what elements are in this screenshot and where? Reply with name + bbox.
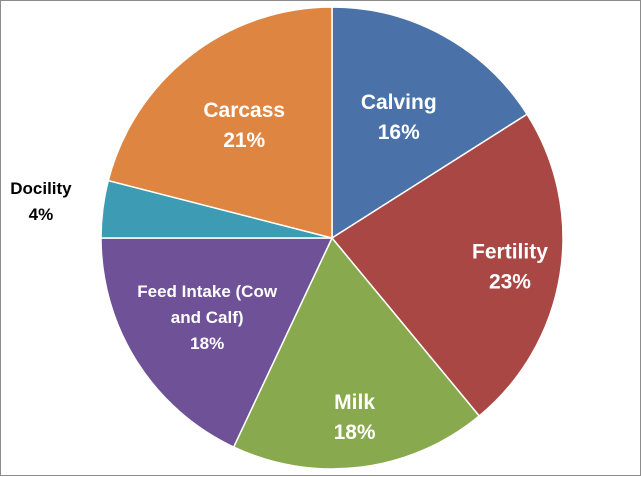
pie-slice-feed-intake-cow-and-calf [100,237,334,449]
slice-percent-text: 21% [223,129,265,152]
slice-percent-text: 23% [489,271,531,294]
slice-label-milk: Milk 18% [334,391,376,444]
pie-slice-milk [232,236,481,470]
pie-slice-calving [331,6,529,240]
slice-name-text: and Calf) [171,308,244,327]
slice-name-text: Fertility [472,241,548,264]
slice-percent-text: 16% [378,121,420,144]
slice-percent-text: 18% [190,334,224,353]
slice-label-calving: Calving 16% [361,91,437,144]
pie-slices [100,6,564,470]
slice-percent-text: 18% [334,421,376,444]
slice-name-text: Calving [361,91,437,114]
slice-label-fertility: Fertility 23% [472,241,548,294]
slice-label-docility: Docility 4% [10,179,72,224]
pie-labels: Calving 16%Fertility 23%Milk 18%Feed Intake… [10,91,548,444]
pie-slice-carcass [107,6,333,239]
slice-name-text: Feed Intake (Cow [137,282,278,301]
pie-slice-fertility [330,113,564,418]
slice-percent-text: 4% [29,205,54,224]
slice-label-feed-intake-cow-and-calf: Feed Intake (Cow and Calf) 18% [137,282,278,353]
slice-name-text: Carcass [203,99,285,122]
slice-name-text: Milk [334,391,375,414]
slice-label-carcass: Carcass 21% [203,99,285,152]
slice-name-text: Docility [10,179,72,198]
